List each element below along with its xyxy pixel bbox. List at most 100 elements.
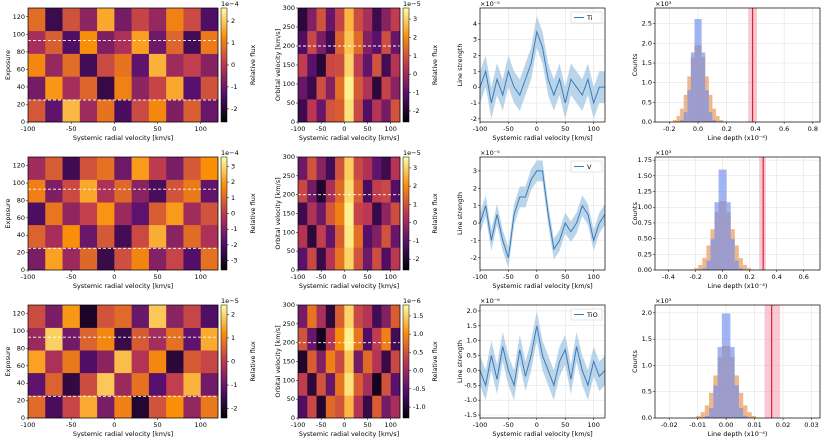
heatmap-cell (114, 30, 132, 54)
heatmap-cell (298, 8, 308, 32)
y-tick-label: 120 (13, 310, 25, 318)
hist-bar (738, 392, 744, 418)
heatmap-cell (79, 179, 98, 203)
heatmap-cell (97, 179, 115, 203)
heatmap-cell (362, 395, 373, 419)
heatmap-cell (390, 8, 401, 32)
x-tick-label: 0.8 (808, 125, 818, 133)
x-tick-label: 0 (535, 125, 539, 133)
heatmap-cell (325, 30, 336, 54)
heatmap-cell (166, 327, 184, 351)
y-tick-label: 300 (283, 301, 295, 309)
hist-bar (726, 202, 731, 270)
x-tick-label: 0 (535, 421, 539, 429)
heatmap-cell (45, 247, 63, 271)
y-tick-label: 80 (17, 344, 25, 352)
heatmap-cell (28, 395, 46, 419)
heatmap-cell (381, 350, 392, 374)
y-tick-label: -1.5 (464, 411, 477, 419)
colorbar-label: Relative flux (431, 341, 439, 381)
heatmap-cell (381, 157, 392, 180)
heatmap-cell (316, 179, 327, 203)
x-tick-label: 0 (112, 125, 116, 133)
x-axis-label: Systemic radial velocity [km/s] (492, 282, 592, 290)
heatmap-cell (353, 202, 364, 226)
heatmap-cell (390, 76, 401, 100)
y-tick-label: 250 (283, 172, 295, 180)
colorbar-offset: 1e−5 (403, 0, 421, 8)
heatmap-cell (372, 372, 382, 396)
heatmap-cell (372, 76, 382, 100)
y-tick-label: 0 (21, 414, 25, 422)
heatmap-cell (62, 372, 81, 396)
heatmap-cell (372, 30, 382, 54)
colorbar-tick-label: 2 (231, 17, 235, 25)
heatmap-cell (381, 305, 392, 328)
heatmap-cell (79, 305, 98, 328)
hist-bar (680, 108, 684, 122)
panel: -2 -1 0 1 2 3 1e−5 Relative flux -100 -50 0 50 100 0 5… (274, 149, 439, 290)
heatmap-cell (131, 327, 150, 351)
heatmap-cell (362, 99, 373, 123)
y-tick-label: 40 (17, 231, 25, 239)
x-tick-label: -100 (473, 421, 488, 429)
x-tick-label: 50 (561, 273, 569, 281)
heatmap-cell (390, 305, 401, 328)
x-tick-label: 0.0 (693, 125, 703, 133)
heatmap-cell (307, 305, 317, 328)
colorbar-label: Relative flux (249, 193, 257, 233)
heatmap-cell (28, 224, 46, 248)
heatmap-cell (200, 99, 219, 123)
y-tick-label: 50 (287, 247, 295, 255)
heatmap-cell (114, 395, 132, 419)
heatmap-cell (166, 247, 184, 271)
colorbar-offset: 1e−5 (221, 297, 239, 305)
heatmap-cell (28, 8, 46, 32)
colorbar-tick-label: -1.0 (413, 403, 426, 411)
y-tick-label: 100 (283, 228, 295, 236)
heatmap-cell (166, 53, 184, 77)
heatmap-cell (131, 202, 150, 226)
hist-bar (696, 415, 701, 418)
y-tick-label: 0 (473, 219, 477, 227)
hist-bar (751, 415, 756, 418)
y-tick-label: 200 (283, 339, 295, 347)
y-tick-label: 2 (473, 52, 477, 60)
y-tick-label: 0 (21, 266, 25, 274)
colorbar-tick-label: -1 (231, 381, 237, 389)
x-tick-label: -0.02 (661, 421, 678, 429)
y-tick-label: 1.75 (638, 156, 652, 164)
heatmap-cell (28, 30, 46, 54)
y-tick-label: 0.50 (638, 235, 652, 243)
y-tick-label: 20 (17, 100, 25, 108)
heatmap-cell (131, 305, 150, 328)
heatmap-cell (362, 8, 373, 32)
error-band (480, 15, 605, 119)
x-tick-label: -0.2 (663, 125, 676, 133)
axis-offset: ×10⁻⁶ (480, 297, 500, 305)
colorbar-tick-label: 1 (231, 334, 235, 342)
heatmap-cell (97, 305, 115, 328)
panel: -2 -1 0 1 2 3 1e−5 Relative flux -100 -50 0 50 100 0 5… (274, 0, 439, 142)
heatmap-cell (28, 179, 46, 203)
hist-bar (702, 268, 707, 270)
x-tick-label: 0.0 (717, 273, 727, 281)
x-tick-label: 100 (587, 273, 599, 281)
heatmap-cell (62, 224, 81, 248)
hist-bar (746, 268, 752, 270)
legend-box (570, 308, 603, 321)
hist-bar (708, 112, 713, 122)
heatmap-cell (114, 8, 132, 32)
hist-bar (708, 94, 713, 122)
x-tick-label: 0.01 (747, 421, 761, 429)
heatmap-cell (307, 350, 317, 374)
heatmap-cell (183, 305, 202, 328)
colorbar-label: Relative flux (249, 45, 257, 85)
x-tick-label: -100 (473, 273, 488, 281)
y-tick-label: 1 (473, 202, 477, 210)
heatmap-cell (335, 76, 345, 100)
heatmap-cell (298, 372, 308, 396)
y-tick-label: 0.5 (642, 98, 652, 106)
heatmap-cell (79, 99, 98, 123)
x-tick-label: 50 (561, 421, 569, 429)
